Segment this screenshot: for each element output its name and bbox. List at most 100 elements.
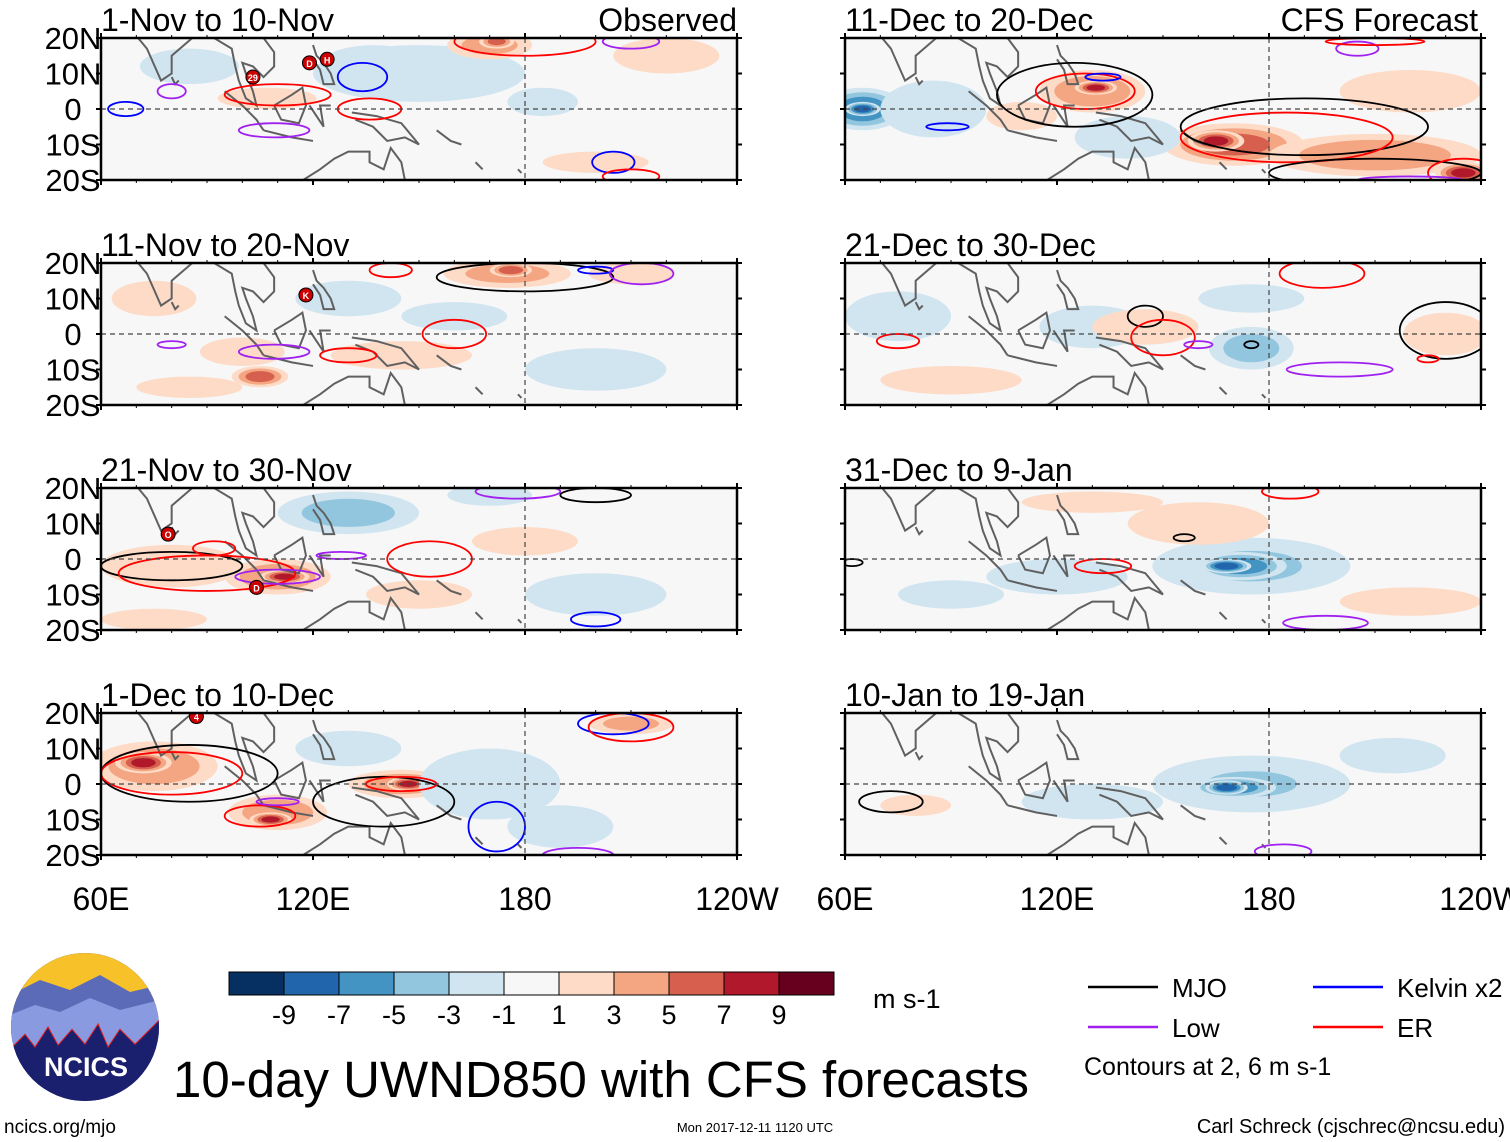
- coastline: [436, 579, 462, 596]
- storm-label: 4: [194, 713, 199, 723]
- coastline: [1017, 761, 1051, 800]
- coastline: [301, 145, 406, 180]
- tropical-cyclone-marker: D: [248, 579, 264, 595]
- wind-anomaly-shading: [845, 291, 951, 342]
- coastline: [880, 38, 938, 83]
- contour-er: [1324, 38, 1426, 46]
- coastline: [1017, 536, 1051, 575]
- coastline: [1056, 269, 1080, 311]
- coastline: [1095, 561, 1164, 596]
- coastline: [474, 611, 484, 621]
- coastline: [351, 561, 420, 596]
- contour-er: [223, 83, 332, 107]
- contour-mjo: [1243, 340, 1260, 350]
- coastline: [170, 301, 180, 311]
- tropical-cyclone-marker: O: [160, 526, 176, 542]
- contour-kelvin: [1084, 72, 1122, 82]
- tropical-cyclone-marker: H: [319, 51, 335, 67]
- wind-anomaly-shading: [136, 376, 243, 398]
- storm-label: D: [306, 59, 313, 69]
- wind-anomaly-shading: [898, 580, 1004, 609]
- coastline: [1045, 145, 1150, 180]
- legend-label: ER: [1397, 1013, 1433, 1043]
- coastline: [914, 76, 924, 86]
- contour-er: [1416, 354, 1440, 364]
- contour-mjo: [996, 61, 1154, 128]
- contour-low: [608, 263, 675, 286]
- wind-anomaly-shading: [245, 371, 275, 383]
- coastline: [312, 269, 336, 311]
- colorbar-tick-label: 1: [551, 1000, 566, 1030]
- footer-url[interactable]: ncics.org/mjo: [4, 1117, 116, 1138]
- contour-er: [319, 347, 378, 364]
- contour-er: [368, 263, 413, 279]
- coastline: [312, 44, 336, 86]
- coastline: [224, 315, 265, 356]
- map-panel: 31-Dec to 9-Jan: [840, 452, 1486, 635]
- wind-anomaly-shading: [1451, 168, 1476, 178]
- coastline: [957, 713, 1020, 783]
- colorbar-tick-label: -3: [437, 1000, 461, 1030]
- coastline: [517, 843, 523, 849]
- coastline: [1007, 579, 1058, 592]
- coastline: [1218, 836, 1228, 846]
- storm-label: 29: [248, 73, 258, 83]
- contour-er: [223, 804, 297, 828]
- coastline: [312, 719, 336, 761]
- contour-mjo: [1172, 533, 1196, 543]
- panel-title: 11-Nov to 20-Nov: [101, 227, 349, 263]
- contour-mjo: [312, 776, 456, 828]
- contour-low: [474, 488, 562, 500]
- coastline: [474, 836, 484, 846]
- coastline: [213, 713, 276, 783]
- colorbar-swatch: [393, 971, 450, 996]
- wind-anomaly-shading: [1021, 491, 1163, 513]
- colorbar-tick-label: 5: [661, 1000, 676, 1030]
- x-tick-label: 60E: [73, 881, 130, 917]
- footer-author: Carl Schreck (cjschrec@ncsu.edu): [1197, 1116, 1505, 1138]
- contour-er: [421, 318, 488, 350]
- coastline: [301, 595, 406, 630]
- coastline: [1095, 786, 1164, 821]
- coastline: [1218, 611, 1228, 621]
- y-tick-label: 10N: [45, 282, 102, 317]
- y-tick-label: 0: [64, 542, 81, 577]
- contour-kelvin: [336, 61, 389, 93]
- storm-icon: [188, 713, 204, 725]
- y-tick-label: 10S: [45, 578, 100, 613]
- y-tick-label: 10S: [45, 128, 100, 163]
- contour-mjo: [559, 488, 632, 504]
- coastline: [914, 751, 924, 761]
- contour-low: [255, 797, 300, 807]
- coastline: [1052, 554, 1075, 578]
- coastline: [273, 761, 307, 800]
- map-panel: 11-Dec to 20-Dec: [840, 2, 1486, 185]
- panel-title: 21-Nov to 30-Nov: [101, 452, 352, 488]
- contour-er: [875, 333, 921, 350]
- wind-anomaly-shading: [101, 608, 207, 630]
- contour-er: [1261, 488, 1320, 500]
- colorbar-tick-label: -1: [492, 1000, 516, 1030]
- coastline: [1007, 804, 1058, 817]
- contour-low: [237, 122, 311, 139]
- wind-anomaly-shading: [1299, 139, 1451, 171]
- wind-anomaly-shading: [1086, 84, 1106, 91]
- legend-note: Contours at 2, 6 m s-1: [1084, 1053, 1331, 1081]
- y-tick-label: 10N: [45, 732, 102, 767]
- y-tick-label: 20N: [45, 21, 102, 56]
- colorbar-tick-label: 7: [716, 1000, 731, 1030]
- x-tick-label: 120E: [1020, 881, 1095, 917]
- contour-low: [156, 340, 187, 350]
- contour-kelvin: [577, 265, 615, 275]
- coastline: [301, 370, 406, 405]
- contour-low: [601, 38, 661, 50]
- storm-icon: [301, 55, 317, 71]
- coastline: [1056, 44, 1080, 86]
- wind-anomaly-shading: [1339, 737, 1446, 774]
- wind-anomaly-shading: [880, 794, 952, 816]
- wind-anomaly-shading: [986, 559, 1128, 595]
- storm-label: O: [165, 530, 172, 540]
- x-tick-label: 120E: [276, 881, 351, 917]
- y-tick-label: 10S: [45, 353, 100, 388]
- colorbar-swatch: [723, 971, 780, 996]
